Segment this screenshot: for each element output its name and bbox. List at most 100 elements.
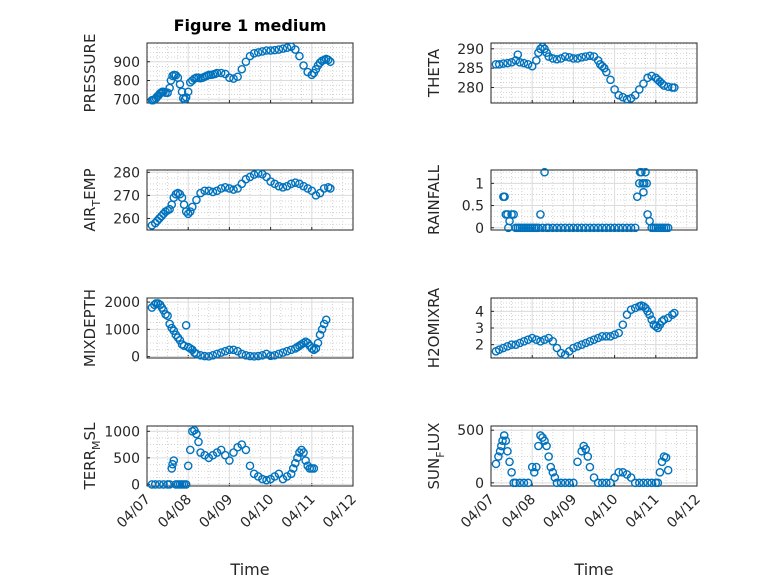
- data-point: [589, 335, 599, 344]
- data-point: [220, 346, 230, 356]
- data-point: [258, 350, 267, 360]
- data-point: [614, 468, 624, 477]
- y-tick-label: 0: [475, 476, 484, 492]
- data-point: [538, 42, 547, 52]
- data-point: [602, 478, 611, 488]
- data-point: [515, 478, 525, 488]
- data-point: [573, 54, 582, 63]
- data-point: [505, 457, 514, 467]
- axes-frame: [146, 42, 354, 104]
- data-point: [556, 54, 566, 63]
- data-point: [663, 223, 673, 233]
- subplot-7: 04/07 04/08 04/09 04/10 04/11 04/12 0 500 1000TE…: [81, 422, 360, 531]
- data-point: [534, 441, 543, 451]
- data-point: [532, 335, 541, 344]
- x-tick-label: 04/12: [320, 492, 360, 532]
- data-point: [536, 337, 545, 346]
- y-tick-label: 1: [475, 176, 484, 192]
- data-point: [523, 59, 533, 69]
- y-axis-label: PRESSURE: [81, 34, 99, 113]
- data-point: [513, 50, 523, 59]
- data-point: [661, 453, 671, 462]
- data-point: [577, 223, 586, 233]
- data-point: [181, 320, 191, 330]
- data-point: [527, 462, 537, 472]
- data-point: [659, 315, 669, 324]
- data-point: [556, 478, 566, 488]
- data-point: [585, 462, 595, 472]
- data-point: [610, 85, 619, 94]
- data-point: [500, 192, 509, 201]
- data-point: [626, 305, 636, 314]
- data-point: [225, 73, 234, 82]
- axes-frame: [490, 169, 698, 231]
- data-point: [647, 71, 656, 81]
- data-point: [630, 478, 640, 488]
- y-tick-label: 0: [131, 477, 140, 493]
- data-point: [291, 45, 300, 54]
- data-point: [544, 52, 553, 61]
- data-point: [606, 75, 615, 85]
- data-point: [282, 346, 292, 356]
- data-point: [169, 326, 179, 336]
- data-point: [175, 335, 185, 345]
- data-point: [216, 348, 226, 357]
- data-point: [602, 332, 611, 341]
- data-point: [585, 337, 595, 346]
- data-point: [655, 468, 665, 477]
- data-point: [626, 223, 636, 233]
- data-point: [542, 441, 551, 451]
- data-point: [523, 478, 533, 488]
- data-point: [220, 183, 230, 192]
- data-point: [581, 223, 591, 233]
- data-point: [321, 315, 331, 325]
- data-point: [548, 337, 558, 346]
- x-tick-label: 04/09: [196, 492, 236, 532]
- data-point: [494, 59, 504, 69]
- data-point: [581, 52, 591, 61]
- data-point: [258, 47, 267, 56]
- data-point: [150, 300, 159, 310]
- subplot-5: 0 1000 2000 MIXDEPTH: [81, 289, 354, 367]
- data-point: [204, 186, 214, 196]
- data-point: [614, 90, 624, 100]
- data-point: [503, 342, 512, 351]
- subplot-8: 04/07 04/08 04/09 04/10 04/11 04/12 0 500 SUNFLU…: [425, 423, 704, 532]
- y-tick-label: 285: [457, 61, 484, 77]
- data-point: [163, 88, 172, 97]
- data-point: [253, 351, 263, 361]
- data-point: [515, 338, 525, 348]
- data-point: [212, 186, 222, 196]
- data-point: [286, 179, 296, 189]
- data-point: [564, 478, 574, 488]
- data-point: [589, 223, 599, 233]
- data-point: [606, 478, 615, 488]
- data-point: [556, 223, 566, 233]
- y-axis-label: H2OMIXRA: [425, 287, 443, 368]
- data-point: [295, 51, 304, 61]
- data-point: [610, 223, 619, 233]
- y-tick-label: 1000: [104, 424, 140, 440]
- data-point: [643, 73, 652, 83]
- y-tick-label: 700: [113, 92, 140, 108]
- data-point: [573, 223, 582, 233]
- data-point: [569, 478, 578, 488]
- data-point: [569, 54, 578, 63]
- data-point: [606, 223, 615, 233]
- data-point: [491, 459, 501, 469]
- data-point: [196, 188, 205, 198]
- data-point: [150, 480, 160, 489]
- data-point: [560, 223, 570, 233]
- data-point: [171, 70, 181, 80]
- x-tick-label: 04/11: [623, 492, 663, 532]
- data-point: [183, 87, 193, 97]
- data-point: [185, 445, 195, 455]
- data-point: [299, 61, 308, 70]
- data-point: [560, 478, 570, 488]
- data-point: [593, 478, 603, 488]
- data-point: [581, 338, 591, 348]
- x-tick-label: 04/08: [499, 492, 539, 532]
- data-point: [200, 186, 209, 196]
- data-point: [639, 302, 648, 311]
